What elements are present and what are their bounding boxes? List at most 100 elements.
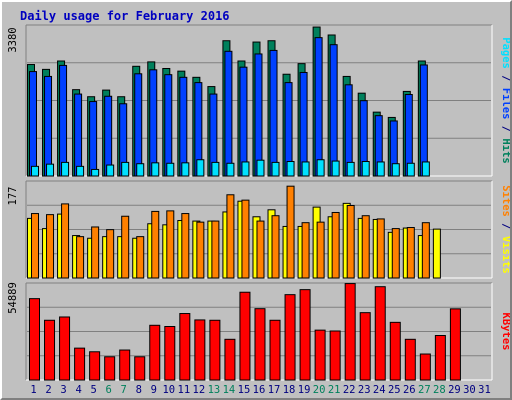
sites-bar: [166, 210, 175, 279]
sites-bar: [361, 215, 370, 279]
pages-bar: [211, 161, 220, 177]
files-bar: [314, 37, 323, 177]
x-tick-label: 10: [162, 384, 175, 396]
kbytes-bar: [104, 356, 116, 381]
sites-bar: [301, 222, 310, 279]
kbytes-bar: [44, 319, 56, 381]
x-tick-label: 26: [403, 384, 416, 396]
kbytes-bar: [164, 326, 176, 381]
files-bar: [254, 53, 263, 177]
kbytes-bar: [419, 353, 431, 381]
panel-1-ymax-label: 3380: [7, 27, 19, 52]
kbytes-bar: [434, 335, 446, 381]
pages-bar: [346, 161, 355, 177]
x-tick-label: 9: [151, 384, 157, 396]
kbytes-bar: [59, 316, 71, 381]
kbytes-bar: [134, 356, 146, 381]
series-label-part: Hits: [500, 138, 510, 163]
sites-bar: [286, 185, 295, 279]
files-bar: [134, 73, 143, 177]
pages-bar: [196, 159, 205, 177]
x-tick-label: 30: [463, 384, 476, 396]
sites-bar: [181, 213, 190, 279]
sites-bar: [376, 218, 385, 279]
pages-bar: [331, 160, 340, 177]
pages-bar: [166, 162, 175, 177]
sites-bar: [406, 227, 415, 279]
pages-bar: [376, 161, 385, 177]
x-tick-label: 1: [30, 384, 36, 396]
x-tick-label: 31: [478, 384, 491, 396]
x-tick-label: 16: [253, 384, 266, 396]
sites-bar: [76, 236, 85, 279]
kbytes-bar: [74, 347, 86, 381]
kbytes-bar: [329, 330, 341, 381]
kbytes-bar: [254, 308, 266, 381]
kbytes-bar: [194, 319, 206, 381]
kbytes-bar: [449, 308, 461, 381]
x-tick-label: 19: [298, 384, 311, 396]
kbytes-bar: [224, 338, 236, 381]
sites-bar: [256, 220, 265, 279]
series-label-part: /: [500, 217, 510, 236]
files-bar: [179, 76, 188, 177]
kbytes-bar: [404, 338, 416, 381]
pages-bar: [421, 161, 430, 177]
kbytes-bar: [179, 313, 191, 381]
x-tick-label: 6: [106, 384, 112, 396]
sites-bar: [271, 215, 280, 279]
files-bar: [149, 69, 158, 177]
sites-bar: [421, 222, 430, 279]
x-tick-label: 25: [388, 384, 401, 396]
x-tick-label: 8: [136, 384, 142, 396]
x-tick-label: 21: [328, 384, 341, 396]
kbytes-bar: [269, 319, 281, 381]
series-label-part: Pages: [500, 37, 510, 69]
pages-bar: [271, 161, 280, 177]
pages-bar: [91, 168, 100, 177]
kbytes-bar: [284, 294, 296, 381]
series-label-part: Files: [500, 88, 510, 120]
pages-bar: [46, 163, 55, 177]
series-label-part: Sites: [500, 185, 510, 217]
files-bar: [44, 75, 53, 177]
kbytes-bar: [239, 291, 251, 381]
x-tick-label: 11: [178, 384, 191, 396]
sites-bar: [121, 215, 130, 279]
sites-bar: [136, 236, 145, 279]
x-tick-label: 5: [90, 384, 96, 396]
kbytes-bar: [149, 324, 161, 381]
kbytes-bar: [89, 351, 101, 381]
pages-bar: [361, 161, 370, 177]
x-tick-label: 15: [238, 384, 251, 396]
files-bar: [104, 95, 113, 177]
panel-3-ymax-label: 54889: [7, 282, 19, 314]
pages-bar: [316, 159, 325, 177]
x-tick-label: 24: [373, 384, 386, 396]
series-label-part: /: [500, 69, 510, 88]
x-tick-label: 18: [283, 384, 296, 396]
x-tick-label: 27: [418, 384, 431, 396]
sites-bar: [31, 213, 39, 279]
kbytes-bar: [344, 283, 356, 381]
panel-1-series-label: Pages / Files / Hits: [500, 37, 510, 163]
files-bar: [269, 49, 278, 177]
pages-bar: [226, 162, 235, 177]
pages-bar: [406, 162, 415, 177]
pages-bar: [106, 164, 115, 177]
panel-3-series-label: KBytes: [500, 313, 510, 351]
kbytes-bar: [299, 289, 311, 381]
x-tick-label: 22: [343, 384, 356, 396]
pages-bar: [151, 162, 160, 177]
pages-bar: [286, 161, 295, 177]
sites-bar: [226, 194, 235, 279]
series-label-part: Visits: [500, 236, 510, 274]
panel-2-ymax-label: 177: [7, 187, 19, 206]
series-label-part: KBytes: [500, 313, 510, 351]
x-tick-label: 28: [433, 384, 446, 396]
pages-bar: [31, 165, 39, 177]
files-bar: [89, 101, 98, 177]
pages-bar: [256, 159, 265, 177]
pages-bar: [391, 163, 400, 177]
